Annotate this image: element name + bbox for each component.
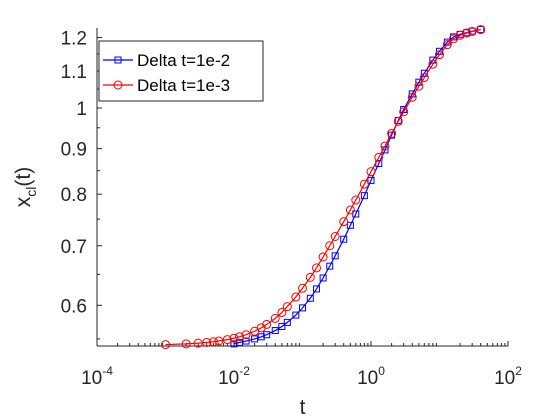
data-point xyxy=(229,333,239,343)
data-point xyxy=(476,25,486,35)
legend-circle-marker xyxy=(113,80,123,90)
data-point xyxy=(305,272,315,282)
data-point xyxy=(345,205,355,215)
data-point xyxy=(330,231,340,241)
data-point xyxy=(442,40,452,50)
data-point xyxy=(325,241,335,251)
data-point xyxy=(278,322,286,330)
data-point xyxy=(271,327,279,335)
y-axis-label-suffix: (t) xyxy=(12,167,35,187)
data-point xyxy=(251,335,259,343)
data-point xyxy=(202,337,212,347)
data-point xyxy=(306,294,314,302)
data-point xyxy=(318,252,328,262)
y-tick-label: 0.7 xyxy=(61,237,87,258)
data-point xyxy=(331,252,339,260)
data-point xyxy=(263,331,271,339)
data-point xyxy=(282,302,292,312)
data-point xyxy=(462,28,472,38)
data-point xyxy=(380,141,390,151)
x-tick-label: 10-2 xyxy=(218,364,250,389)
data-point xyxy=(298,283,307,293)
data-point xyxy=(270,313,280,323)
data-point xyxy=(374,152,384,162)
data-point xyxy=(428,59,438,69)
data-point xyxy=(234,332,244,342)
y-tick-label: 1.2 xyxy=(61,29,87,50)
data-point xyxy=(311,263,321,273)
x-axis-label: t xyxy=(300,396,306,419)
data-point xyxy=(352,210,360,218)
y-tick-label: 1 xyxy=(76,99,87,120)
x-axis: 10-4 10-2 100 102 xyxy=(81,341,522,389)
data-point xyxy=(346,221,354,229)
data-point xyxy=(387,129,397,139)
data-point xyxy=(257,333,265,341)
x-tick-label: 100 xyxy=(357,364,385,389)
data-point xyxy=(399,107,409,117)
data-point xyxy=(366,167,376,177)
data-point xyxy=(161,340,170,350)
y-axis-label-main: x xyxy=(12,196,35,207)
y-tick-label: 0.9 xyxy=(61,140,87,161)
x-tick-label: 10-4 xyxy=(81,364,113,389)
data-point xyxy=(407,92,417,102)
data-point xyxy=(312,285,320,293)
data-point xyxy=(467,26,477,36)
series-layer xyxy=(161,25,486,350)
x-tick-label: 102 xyxy=(494,364,522,389)
series-line xyxy=(165,28,481,346)
y-tick-label: 0.6 xyxy=(61,296,87,317)
data-point xyxy=(299,304,306,312)
data-point xyxy=(230,340,238,348)
data-point xyxy=(414,81,424,91)
legend-label: Delta t=1e-2 xyxy=(137,51,230,70)
data-point xyxy=(367,176,375,184)
data-point xyxy=(242,337,250,345)
y-tick-label: 1.1 xyxy=(61,62,87,83)
data-point xyxy=(339,217,349,227)
y-axis-label-subscript: cl xyxy=(23,187,39,197)
data-point xyxy=(455,30,465,40)
y-axis-label: xcl(t) xyxy=(12,167,39,207)
legend-square-marker xyxy=(114,56,122,64)
data-point xyxy=(292,311,300,319)
data-point xyxy=(326,262,334,270)
data-point xyxy=(283,318,291,326)
legend-box xyxy=(98,40,264,102)
data-point xyxy=(235,338,243,346)
data-point xyxy=(208,337,218,347)
data-point xyxy=(360,192,368,200)
data-point xyxy=(393,116,403,126)
data-point xyxy=(351,195,361,205)
legend: Delta t=1e-2 Delta t=1e-3 xyxy=(98,40,264,102)
y-tick-label: 0.8 xyxy=(61,185,87,206)
data-point xyxy=(214,336,224,346)
data-point xyxy=(262,319,272,329)
series-line xyxy=(233,28,481,345)
data-point xyxy=(340,235,348,243)
y-axis: 0.6 0.7 0.8 0.9 1 1.1 1.2 xyxy=(61,28,102,346)
data-point xyxy=(241,330,251,340)
data-point xyxy=(277,307,287,317)
data-point xyxy=(477,26,485,34)
data-point xyxy=(319,274,327,282)
data-point xyxy=(359,179,369,189)
data-point xyxy=(291,292,301,302)
data-point xyxy=(222,335,232,345)
data-point xyxy=(419,73,429,83)
data-point xyxy=(388,131,396,139)
data-point xyxy=(181,339,191,349)
data-point xyxy=(435,50,444,60)
legend-label: Delta t=1e-3 xyxy=(137,76,230,95)
data-point xyxy=(193,338,203,348)
series-delta-t-1e-3 xyxy=(161,25,486,350)
